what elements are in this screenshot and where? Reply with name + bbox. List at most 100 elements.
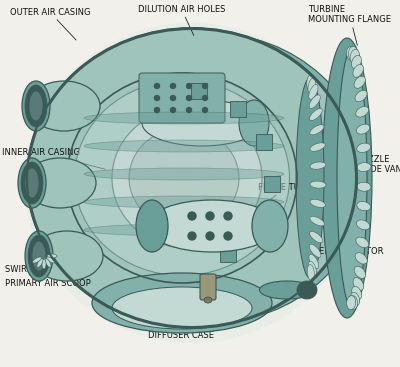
Ellipse shape [84,140,284,152]
Circle shape [224,212,232,220]
Ellipse shape [25,85,47,127]
Circle shape [224,232,232,240]
Ellipse shape [308,261,316,277]
Ellipse shape [357,143,370,152]
Ellipse shape [353,65,364,77]
Circle shape [186,84,192,88]
Ellipse shape [309,254,319,269]
Ellipse shape [147,200,277,252]
Ellipse shape [24,158,96,208]
Circle shape [188,232,196,240]
Text: SWIRL VANES: SWIRL VANES [5,265,75,275]
Ellipse shape [24,23,360,343]
Ellipse shape [32,241,46,271]
FancyBboxPatch shape [220,246,236,262]
Ellipse shape [84,112,284,124]
Ellipse shape [310,162,326,169]
Circle shape [206,232,214,240]
Ellipse shape [357,201,370,211]
Circle shape [154,95,160,101]
Circle shape [202,108,208,113]
Circle shape [186,95,192,101]
FancyBboxPatch shape [230,101,246,117]
Ellipse shape [42,259,46,269]
Ellipse shape [350,292,360,306]
Ellipse shape [260,281,314,299]
Ellipse shape [309,84,318,99]
Ellipse shape [352,55,362,69]
Ellipse shape [308,78,316,94]
Ellipse shape [356,106,368,117]
Ellipse shape [25,168,39,198]
Ellipse shape [21,162,43,204]
Ellipse shape [355,253,367,264]
Ellipse shape [136,200,168,252]
Ellipse shape [112,108,262,248]
Ellipse shape [309,95,320,108]
Text: DILUTION AIR HOLES: DILUTION AIR HOLES [138,5,225,36]
Ellipse shape [46,257,55,263]
Ellipse shape [28,81,100,131]
Ellipse shape [310,181,326,188]
Ellipse shape [310,199,326,207]
Text: DIFFUSER CASE: DIFFUSER CASE [148,322,214,341]
Ellipse shape [33,257,42,263]
Text: PRIMARY AIR SCOOP: PRIMARY AIR SCOOP [5,250,91,288]
Ellipse shape [112,287,252,329]
Ellipse shape [310,125,324,135]
FancyBboxPatch shape [139,73,225,123]
Ellipse shape [356,220,370,230]
Text: IGNITER PLUG: IGNITER PLUG [195,302,254,324]
Ellipse shape [37,258,43,268]
Ellipse shape [22,81,50,131]
Ellipse shape [204,297,212,303]
Ellipse shape [129,128,239,228]
Ellipse shape [74,80,290,276]
Ellipse shape [310,232,323,243]
Ellipse shape [31,231,103,281]
FancyBboxPatch shape [251,217,267,233]
Ellipse shape [27,28,357,328]
Ellipse shape [307,75,314,91]
Text: NOZZLE
GUIDE VANES: NOZZLE GUIDE VANES [354,155,400,184]
Ellipse shape [28,235,50,277]
Ellipse shape [355,90,367,102]
Circle shape [170,108,176,113]
Circle shape [186,108,192,113]
Ellipse shape [347,296,356,310]
Ellipse shape [47,254,57,258]
Text: FLAME TUBE: FLAME TUBE [258,184,311,208]
FancyBboxPatch shape [191,83,207,99]
Circle shape [154,108,160,113]
Ellipse shape [337,48,367,308]
Circle shape [170,95,176,101]
Ellipse shape [45,258,51,268]
Circle shape [154,84,160,88]
Ellipse shape [18,158,46,208]
Ellipse shape [346,47,356,61]
Ellipse shape [92,273,272,333]
Ellipse shape [357,182,371,191]
FancyBboxPatch shape [264,176,280,192]
Ellipse shape [354,266,366,279]
Ellipse shape [309,244,321,257]
Ellipse shape [357,163,371,172]
Circle shape [170,84,176,88]
FancyBboxPatch shape [200,274,216,300]
Ellipse shape [322,38,372,318]
Ellipse shape [348,295,358,309]
FancyBboxPatch shape [256,134,272,150]
Ellipse shape [310,216,324,226]
Ellipse shape [348,46,357,60]
Ellipse shape [52,33,368,323]
Ellipse shape [307,265,314,280]
Ellipse shape [354,76,365,88]
Ellipse shape [353,277,364,290]
Text: TURBINE
MOUNTING FLANGE: TURBINE MOUNTING FLANGE [308,5,391,45]
Ellipse shape [296,78,324,278]
Ellipse shape [350,49,359,63]
Text: INTERCONNECTOR: INTERCONNECTOR [305,247,384,257]
Circle shape [202,95,208,101]
Ellipse shape [239,100,269,146]
Ellipse shape [297,281,317,299]
